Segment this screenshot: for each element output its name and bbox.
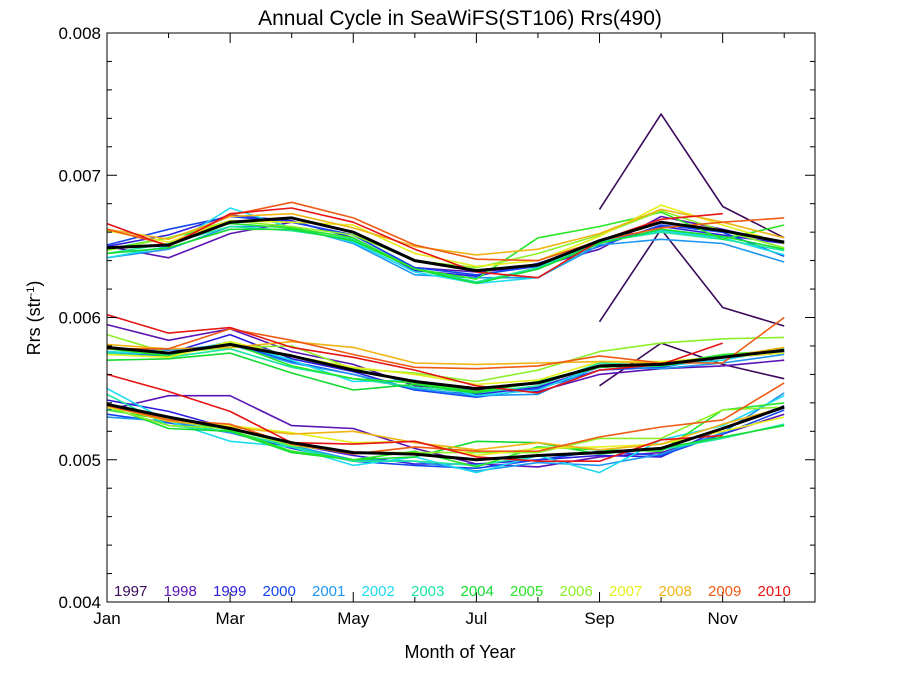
series-line-2010-lower — [106, 373, 723, 463]
series-line-1998-middle — [106, 323, 785, 393]
legend: 1997 1998 1999 2000 2001 2002 2003 2004 2005 2006… — [114, 583, 791, 600]
x-tick-label: Sep — [584, 609, 614, 628]
y-tick-label: 0.007 — [58, 166, 101, 185]
y-axis-title: Rrs (str-1) — [24, 281, 44, 356]
series-line-2002-upper — [106, 207, 785, 285]
axes: Jan Mar May Jul Sep Nov 0.004 0.005 0.006 0.007 0.… — [58, 24, 815, 628]
series-line-mean-lower — [106, 402, 785, 462]
legend-item-2007: 2007 — [609, 583, 642, 600]
legend-item-1997: 1997 — [114, 583, 147, 600]
series-line-2010-middle — [106, 313, 723, 394]
x-tick-label: Jul — [466, 609, 488, 628]
x-tick-label: May — [337, 609, 370, 628]
series-line-mean-middle — [106, 343, 785, 391]
legend-item-2005: 2005 — [510, 583, 543, 600]
y-tick-label: 0.008 — [58, 24, 101, 43]
series-line-1997-upper — [598, 113, 785, 239]
x-axis-title: Month of Year — [404, 642, 515, 662]
y-tick-label: 0.006 — [58, 309, 101, 328]
series-line-mean-upper — [106, 216, 785, 273]
legend-item-1998: 1998 — [164, 583, 197, 600]
plot-lines — [106, 113, 785, 474]
x-tick-label: Mar — [215, 609, 245, 628]
series-line-1999-lower — [106, 399, 785, 465]
legend-item-2006: 2006 — [560, 583, 593, 600]
legend-item-2004: 2004 — [461, 583, 494, 600]
x-tick-label: Nov — [708, 609, 739, 628]
legend-item-2009: 2009 — [708, 583, 741, 600]
legend-item-2000: 2000 — [263, 583, 296, 600]
legend-item-2003: 2003 — [411, 583, 444, 600]
plot-frame — [106, 32, 816, 603]
legend-item-2002: 2002 — [362, 583, 395, 600]
legend-item-2008: 2008 — [659, 583, 692, 600]
legend-item-1999: 1999 — [213, 583, 246, 600]
series-line-2004-upper — [106, 228, 785, 285]
y-axis-title-main: Rrs (str — [24, 296, 44, 355]
chart-title: Annual Cycle in SeaWiFS(ST106) Rrs(490) — [258, 7, 662, 30]
y-tick-label: 0.004 — [58, 593, 101, 612]
y-axis-title-end: ) — [24, 281, 44, 287]
series-line-2004-lower — [106, 404, 785, 461]
x-tick-label: Jan — [93, 609, 120, 628]
legend-item-2010: 2010 — [758, 583, 791, 600]
series-line-1997-lower — [598, 228, 785, 327]
legend-item-2001: 2001 — [312, 583, 345, 600]
y-axis-title-sup: -1 — [25, 287, 37, 297]
series-line-2002-lower — [106, 387, 785, 474]
y-tick-label: 0.005 — [58, 451, 101, 470]
series-line-2009-upper — [106, 201, 785, 262]
